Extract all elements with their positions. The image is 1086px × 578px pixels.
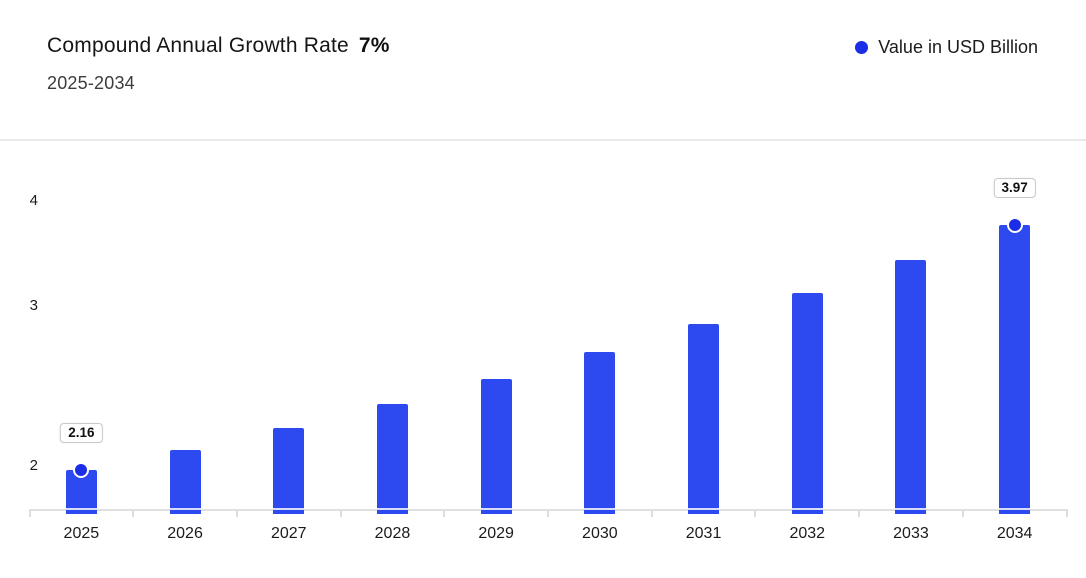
header-divider	[0, 139, 1086, 141]
bar-2026[interactable]	[169, 449, 201, 514]
x-label-2027: 2027	[270, 525, 307, 542]
page-title-text: Compound Annual Growth Rate	[47, 34, 349, 57]
marker-dot-2025[interactable]	[73, 462, 90, 478]
cagr-percentage: 7%	[358, 34, 390, 57]
x-label-2032: 2032	[789, 525, 826, 542]
bar-2033[interactable]	[895, 260, 927, 514]
x-axis-tick	[961, 509, 964, 517]
y-tick-2: 2	[29, 457, 38, 474]
legend-label: Value in USD Billion	[878, 36, 1038, 57]
x-axis-tick	[132, 509, 135, 517]
page-title: Compound Annual Growth Rate 7%	[47, 34, 390, 58]
x-axis-tick	[443, 509, 446, 517]
bar-2029[interactable]	[480, 379, 512, 514]
value-label-2034: 3.97	[993, 177, 1036, 198]
x-label-2028: 2028	[374, 525, 411, 542]
x-label-2029: 2029	[478, 525, 514, 542]
x-axis-tick	[858, 509, 861, 517]
y-tick-4: 4	[29, 191, 38, 209]
x-label-2030: 2030	[582, 525, 618, 542]
x-label-2026: 2026	[167, 525, 203, 542]
marker-dot-2034[interactable]	[1006, 216, 1023, 233]
x-label-2031: 2031	[685, 525, 722, 542]
x-axis-tick	[547, 509, 549, 517]
x-axis-tick	[1065, 509, 1068, 517]
x-label-2025: 2025	[63, 525, 100, 542]
bar-2031[interactable]	[688, 323, 720, 514]
y-tick-3: 3	[29, 297, 38, 314]
bar-2034[interactable]	[999, 224, 1031, 514]
x-axis-tick	[339, 509, 342, 517]
bar-2032[interactable]	[791, 292, 823, 514]
x-axis-tick	[754, 509, 757, 517]
x-axis-tick	[650, 509, 653, 517]
value-label-2025: 2.16	[60, 423, 103, 443]
x-axis-tick	[235, 509, 238, 517]
x-label-2033: 2033	[893, 525, 929, 542]
x-label-2034: 2034	[996, 525, 1033, 542]
bar-2030[interactable]	[584, 352, 616, 514]
legend-item[interactable]: Value in USD Billion	[855, 36, 1038, 58]
bar-2028[interactable]	[376, 403, 408, 514]
bar-2027[interactable]	[273, 428, 305, 514]
chart-subtitle: 2025-2034	[47, 73, 135, 93]
x-axis-tick	[28, 509, 31, 517]
legend-marker-icon	[855, 40, 869, 54]
